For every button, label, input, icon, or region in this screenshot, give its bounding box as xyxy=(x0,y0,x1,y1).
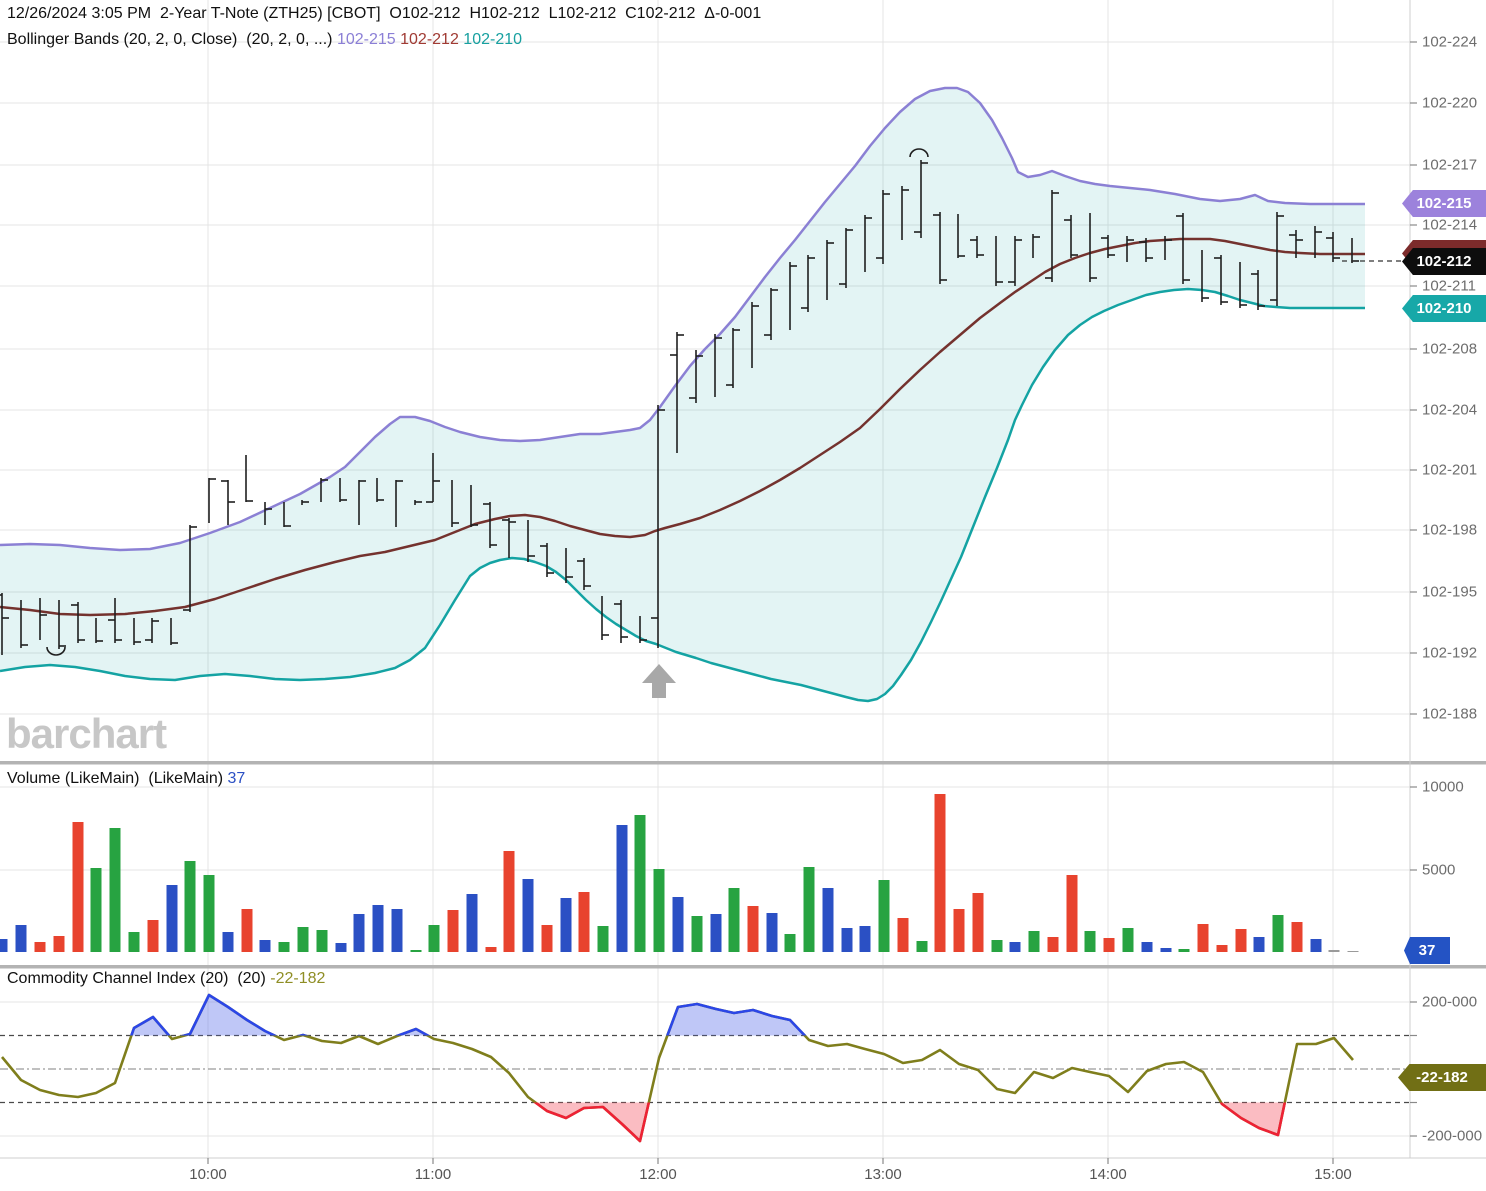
volume-panel-header: Volume (LikeMain) (LikeMain) 37 xyxy=(7,770,245,788)
cci-label2[interactable]: (20) xyxy=(237,970,266,987)
y-axis-label: 102-217 xyxy=(1422,156,1478,174)
cci-panel-header: Commodity Channel Index (20) (20) -22-18… xyxy=(7,970,325,988)
indicator-header: Bollinger Bands (20, 2, 0, Close) (20, 2… xyxy=(7,31,522,49)
barchart-logo: barchart xyxy=(6,710,167,757)
x-axis-label: 10:00 xyxy=(189,1166,227,1183)
last-price-badge: 102-212 xyxy=(1402,248,1486,275)
x-axis-label: 13:00 xyxy=(864,1166,902,1183)
y-axis-label: 10000 xyxy=(1422,778,1464,796)
cci-badge: -22-182 xyxy=(1398,1064,1486,1091)
y-axis-label: 102-195 xyxy=(1422,583,1478,601)
cci-label[interactable]: Commodity Channel Index (20) xyxy=(7,970,229,987)
bb-upper-value: 102-215 xyxy=(336,31,396,48)
cci-value: -22-182 xyxy=(270,970,326,987)
volume-value: 37 xyxy=(227,770,246,787)
indicator-params[interactable]: (20, 2, 0, ...) xyxy=(246,31,333,48)
y-axis-label: -200-000 xyxy=(1422,1127,1483,1145)
x-axis-label: 15:00 xyxy=(1314,1166,1352,1183)
bb-lower-value: 102-210 xyxy=(463,31,523,48)
y-axis-label: 102-224 xyxy=(1422,33,1478,51)
quote-header: 12/26/2024 3:05 PM 2-Year T-Note (ZTH25)… xyxy=(7,5,762,22)
y-axis-label: 102-192 xyxy=(1422,644,1478,662)
x-axis-label: 12:00 xyxy=(639,1166,677,1183)
bb-middle-value: 102-212 xyxy=(400,31,459,48)
y-axis-label: 102-214 xyxy=(1422,216,1478,234)
indicator-label[interactable]: Bollinger Bands (20, 2, 0, Close) xyxy=(7,31,238,48)
volume-badge: 37 xyxy=(1404,937,1450,964)
y-axis-label: 5000 xyxy=(1422,861,1456,879)
y-axis-label: 102-188 xyxy=(1422,705,1478,723)
x-axis-label: 11:00 xyxy=(414,1166,452,1183)
y-axis-label: 102-204 xyxy=(1422,401,1478,419)
y-axis-label: 102-201 xyxy=(1422,461,1478,479)
bb-upper-badge: 102-215 xyxy=(1402,190,1486,217)
bb-lower-badge: 102-210 xyxy=(1402,295,1486,322)
y-axis-label: 200-000 xyxy=(1422,993,1478,1011)
y-axis-label: 102-211 xyxy=(1422,277,1476,295)
y-axis-label: 102-220 xyxy=(1422,94,1478,112)
volume-label[interactable]: Volume (LikeMain) xyxy=(7,770,140,787)
y-axis-label: 102-208 xyxy=(1422,340,1478,358)
volume-label2[interactable]: (LikeMain) xyxy=(148,770,224,787)
y-axis-label: 102-198 xyxy=(1422,521,1478,539)
x-axis-label: 14:00 xyxy=(1089,1166,1127,1183)
